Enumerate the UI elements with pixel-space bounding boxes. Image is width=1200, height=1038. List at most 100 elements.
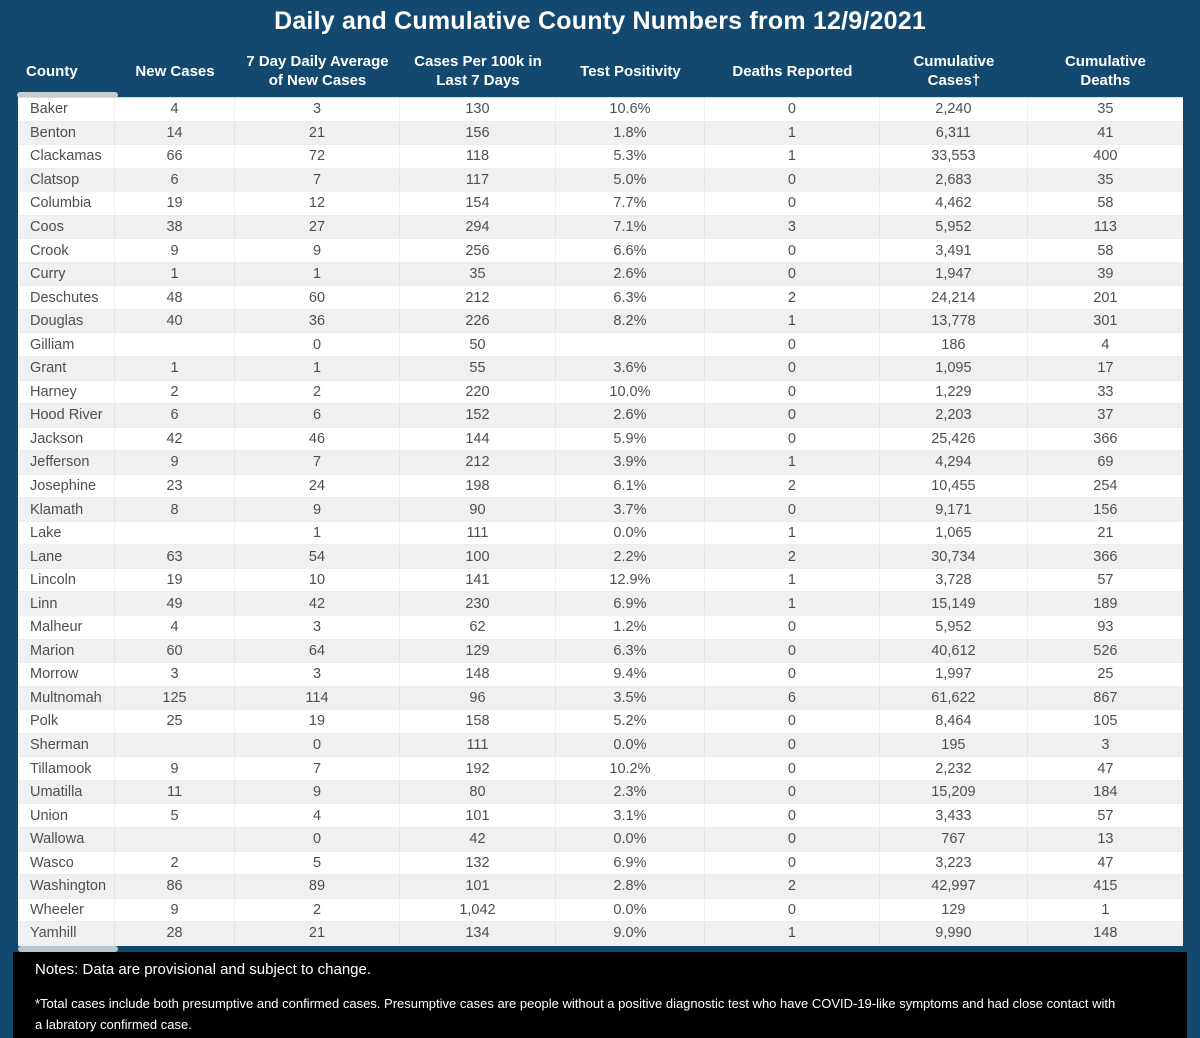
value-cell[interactable]: 0 [705,733,880,757]
value-cell[interactable] [115,733,236,757]
value-cell[interactable]: 3 [705,215,880,239]
value-cell[interactable]: 0 [235,333,400,357]
value-cell[interactable]: 3.5% [556,686,705,710]
value-cell[interactable]: 3.1% [556,804,705,827]
value-cell[interactable]: 40,612 [880,639,1028,663]
value-cell[interactable]: 366 [1093,548,1118,565]
value-cell[interactable]: 55 [400,357,556,380]
scrollbar-thumb-top[interactable] [17,92,118,98]
value-cell[interactable]: 2 [705,286,880,309]
column-header-test-positivity[interactable]: Test Positivity [580,62,681,80]
value-cell[interactable]: 9 [115,239,236,262]
value-cell[interactable]: 3 [235,616,400,639]
value-cell[interactable]: 3.7% [556,498,705,521]
value-cell[interactable]: 1,042 [400,898,556,922]
value-cell[interactable]: 15,209 [880,780,1028,804]
value-cell[interactable]: 1 [1101,901,1110,918]
value-cell[interactable]: 2.2% [556,545,705,568]
value-cell[interactable]: 15,149 [880,592,1028,616]
value-cell[interactable] [115,521,236,545]
value-cell[interactable]: 42,997 [880,875,1028,898]
county-cell[interactable]: Umatilla [18,780,116,804]
value-cell[interactable] [115,827,236,851]
value-cell[interactable]: 129 [880,898,1028,922]
value-cell[interactable]: 33,553 [880,145,1028,168]
value-cell[interactable]: 38 [115,215,236,239]
value-cell[interactable]: 35 [1097,171,1114,188]
value-cell[interactable]: 230 [400,592,556,616]
value-cell[interactable]: 24 [235,474,400,498]
value-cell[interactable]: 767 [880,827,1028,851]
county-cell[interactable]: Benton [18,121,116,145]
value-cell[interactable]: 19 [115,192,236,215]
value-cell[interactable]: 47 [1097,854,1114,871]
value-cell[interactable]: 6.3% [556,286,705,309]
value-cell[interactable]: 28 [115,922,236,945]
value-cell[interactable]: 141 [400,568,556,592]
value-cell[interactable]: 9 [235,498,400,521]
value-cell[interactable]: 0 [705,780,880,804]
value-cell[interactable]: 1 [705,592,880,616]
county-cell[interactable]: Union [18,804,116,827]
value-cell[interactable]: 254 [1093,478,1118,495]
value-cell[interactable]: 10.2% [556,757,705,780]
value-cell[interactable]: 2,683 [880,168,1028,192]
value-cell[interactable]: 111 [400,521,556,545]
county-cell[interactable]: Linn [18,592,116,616]
value-cell[interactable]: 0 [705,380,880,404]
county-cell[interactable]: Wasco [18,851,116,875]
county-cell[interactable]: Jackson [18,427,116,451]
value-cell[interactable]: 0 [235,733,400,757]
value-cell[interactable]: 154 [400,192,556,215]
value-cell[interactable]: 125 [115,686,236,710]
value-cell[interactable]: 1.8% [556,121,705,145]
value-cell[interactable]: 46 [235,427,400,451]
value-cell[interactable]: 9 [115,757,236,780]
value-cell[interactable]: 1,947 [880,262,1028,286]
value-cell[interactable]: 39 [1097,266,1114,283]
value-cell[interactable]: 3,491 [880,239,1028,262]
county-cell[interactable]: Morrow [18,663,116,686]
value-cell[interactable]: 0 [705,851,880,875]
value-cell[interactable]: 3 [1101,737,1110,754]
value-cell[interactable]: 6.9% [556,851,705,875]
county-cell[interactable]: Clatsop [18,168,116,192]
value-cell[interactable]: 9.4% [556,663,705,686]
value-cell[interactable]: 58 [1097,242,1114,259]
value-cell[interactable]: 23 [115,474,236,498]
county-cell[interactable]: Wallowa [18,827,116,851]
value-cell[interactable]: 3,223 [880,851,1028,875]
county-cell[interactable]: Jefferson [18,451,116,474]
value-cell[interactable]: 0 [705,357,880,380]
value-cell[interactable]: 118 [400,145,556,168]
value-cell[interactable]: 57 [1097,572,1114,589]
value-cell[interactable]: 3.9% [556,451,705,474]
value-cell[interactable]: 57 [1097,807,1114,824]
value-cell[interactable]: 48 [115,286,236,309]
value-cell[interactable]: 11 [115,780,236,804]
value-cell[interactable]: 7 [235,757,400,780]
value-cell[interactable]: 3.6% [556,357,705,380]
value-cell[interactable]: 93 [1097,619,1114,636]
county-cell[interactable]: Josephine [18,474,116,498]
value-cell[interactable]: 148 [400,663,556,686]
value-cell[interactable]: 25 [115,710,236,733]
value-cell[interactable]: 134 [400,922,556,945]
value-cell[interactable]: 0 [705,427,880,451]
value-cell[interactable]: 86 [115,875,236,898]
value-cell[interactable]: 21 [235,121,400,145]
value-cell[interactable]: 0 [705,498,880,521]
county-cell[interactable]: Multnomah [18,686,116,710]
value-cell[interactable]: 0 [705,804,880,827]
value-cell[interactable]: 6,311 [880,121,1028,145]
value-cell[interactable]: 17 [1097,360,1114,377]
value-cell[interactable] [556,333,705,357]
value-cell[interactable]: 10 [235,568,400,592]
value-cell[interactable]: 0 [705,663,880,686]
value-cell[interactable]: 4,294 [880,451,1028,474]
value-cell[interactable]: 6.1% [556,474,705,498]
value-cell[interactable]: 60 [235,286,400,309]
value-cell[interactable]: 0 [705,239,880,262]
county-cell[interactable]: Yamhill [18,922,116,945]
scrollbar-thumb-bottom[interactable] [18,946,118,952]
